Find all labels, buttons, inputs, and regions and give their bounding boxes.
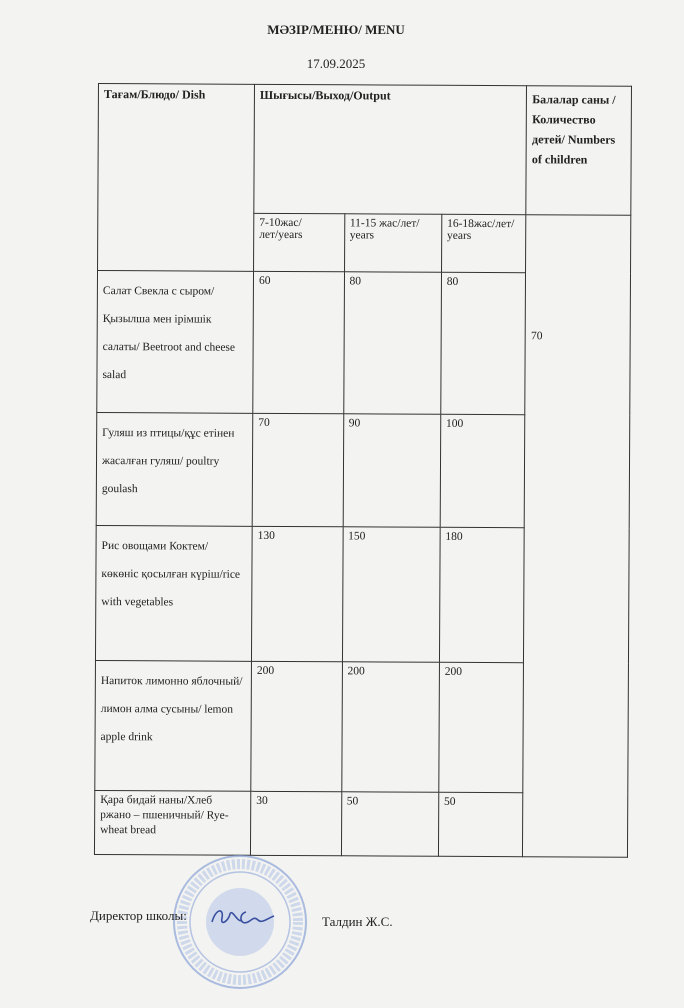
header-output: Шығысы/Выход/Output (253, 84, 527, 215)
output-value: 50 (341, 791, 439, 857)
signature (211, 910, 275, 924)
output-value: 60 (252, 271, 345, 414)
output-value: 80 (440, 272, 526, 415)
dish-name: Гуляш из птицы/құс етінен жасалған гуляш… (96, 412, 253, 527)
output-value: 100 (439, 414, 526, 528)
age-group-7-10: 7-10жас/лет/years (253, 213, 345, 272)
age-group-11-15: 11-15 жас/лет/ years (344, 213, 442, 273)
output-value: 80 (343, 271, 442, 415)
page-title: МӘЗІР/МЕНЮ/ MENU (267, 22, 405, 37)
children-count-value: 70 (530, 329, 543, 342)
dish-name: Қара бидай наны/Хлеб ржано – пшеничный/ … (94, 790, 251, 856)
age-group-16-18: 16-18жас/лет/ years (441, 214, 527, 273)
output-value: 50 (438, 792, 524, 857)
children-count: 70 (522, 214, 631, 858)
menu-date: 17.09.2025 (306, 56, 366, 71)
output-value: 200 (438, 662, 524, 793)
output-value: 130 (251, 526, 343, 662)
menu-table: Тағам/Блюдо/ Dish Шығысы/Выход/Output Ба… (94, 83, 632, 858)
output-value: 30 (250, 791, 342, 856)
dish-name: Рис овощами Коктем/ көкөніс қосылған күр… (95, 525, 253, 662)
output-value: 70 (252, 413, 344, 527)
dish-name: Напиток лимонно яблочный/ лимон алма сус… (94, 660, 252, 792)
output-value: 200 (341, 661, 440, 793)
dish-name: Салат Свекла с сыром/Қызылша мен ірімшік… (96, 270, 254, 414)
output-value: 180 (439, 527, 525, 663)
output-value: 200 (250, 661, 343, 792)
output-value: 150 (342, 526, 440, 663)
director-label: Директор школы: (90, 908, 187, 923)
school-stamp (173, 855, 307, 989)
director-name: Талдин Ж.С. (322, 914, 393, 929)
output-value: 90 (342, 413, 441, 528)
header-dish: Тағам/Блюдо/ Dish (97, 83, 255, 272)
header-children: Балалар саны /Количество детей/ Numbers … (526, 85, 632, 216)
